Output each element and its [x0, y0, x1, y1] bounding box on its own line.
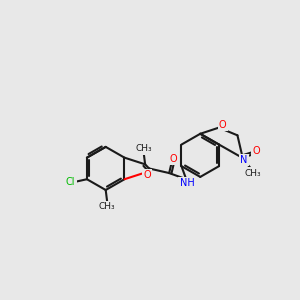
Text: O: O	[169, 154, 177, 164]
Text: CH₃: CH₃	[245, 169, 262, 178]
Text: O: O	[252, 146, 260, 156]
Text: CH₃: CH₃	[135, 144, 152, 153]
Text: O: O	[144, 170, 151, 180]
Text: CH₃: CH₃	[99, 202, 116, 211]
Text: Cl: Cl	[66, 177, 75, 187]
Text: N: N	[240, 155, 247, 165]
Text: O: O	[219, 119, 226, 130]
Text: NH: NH	[180, 178, 194, 188]
